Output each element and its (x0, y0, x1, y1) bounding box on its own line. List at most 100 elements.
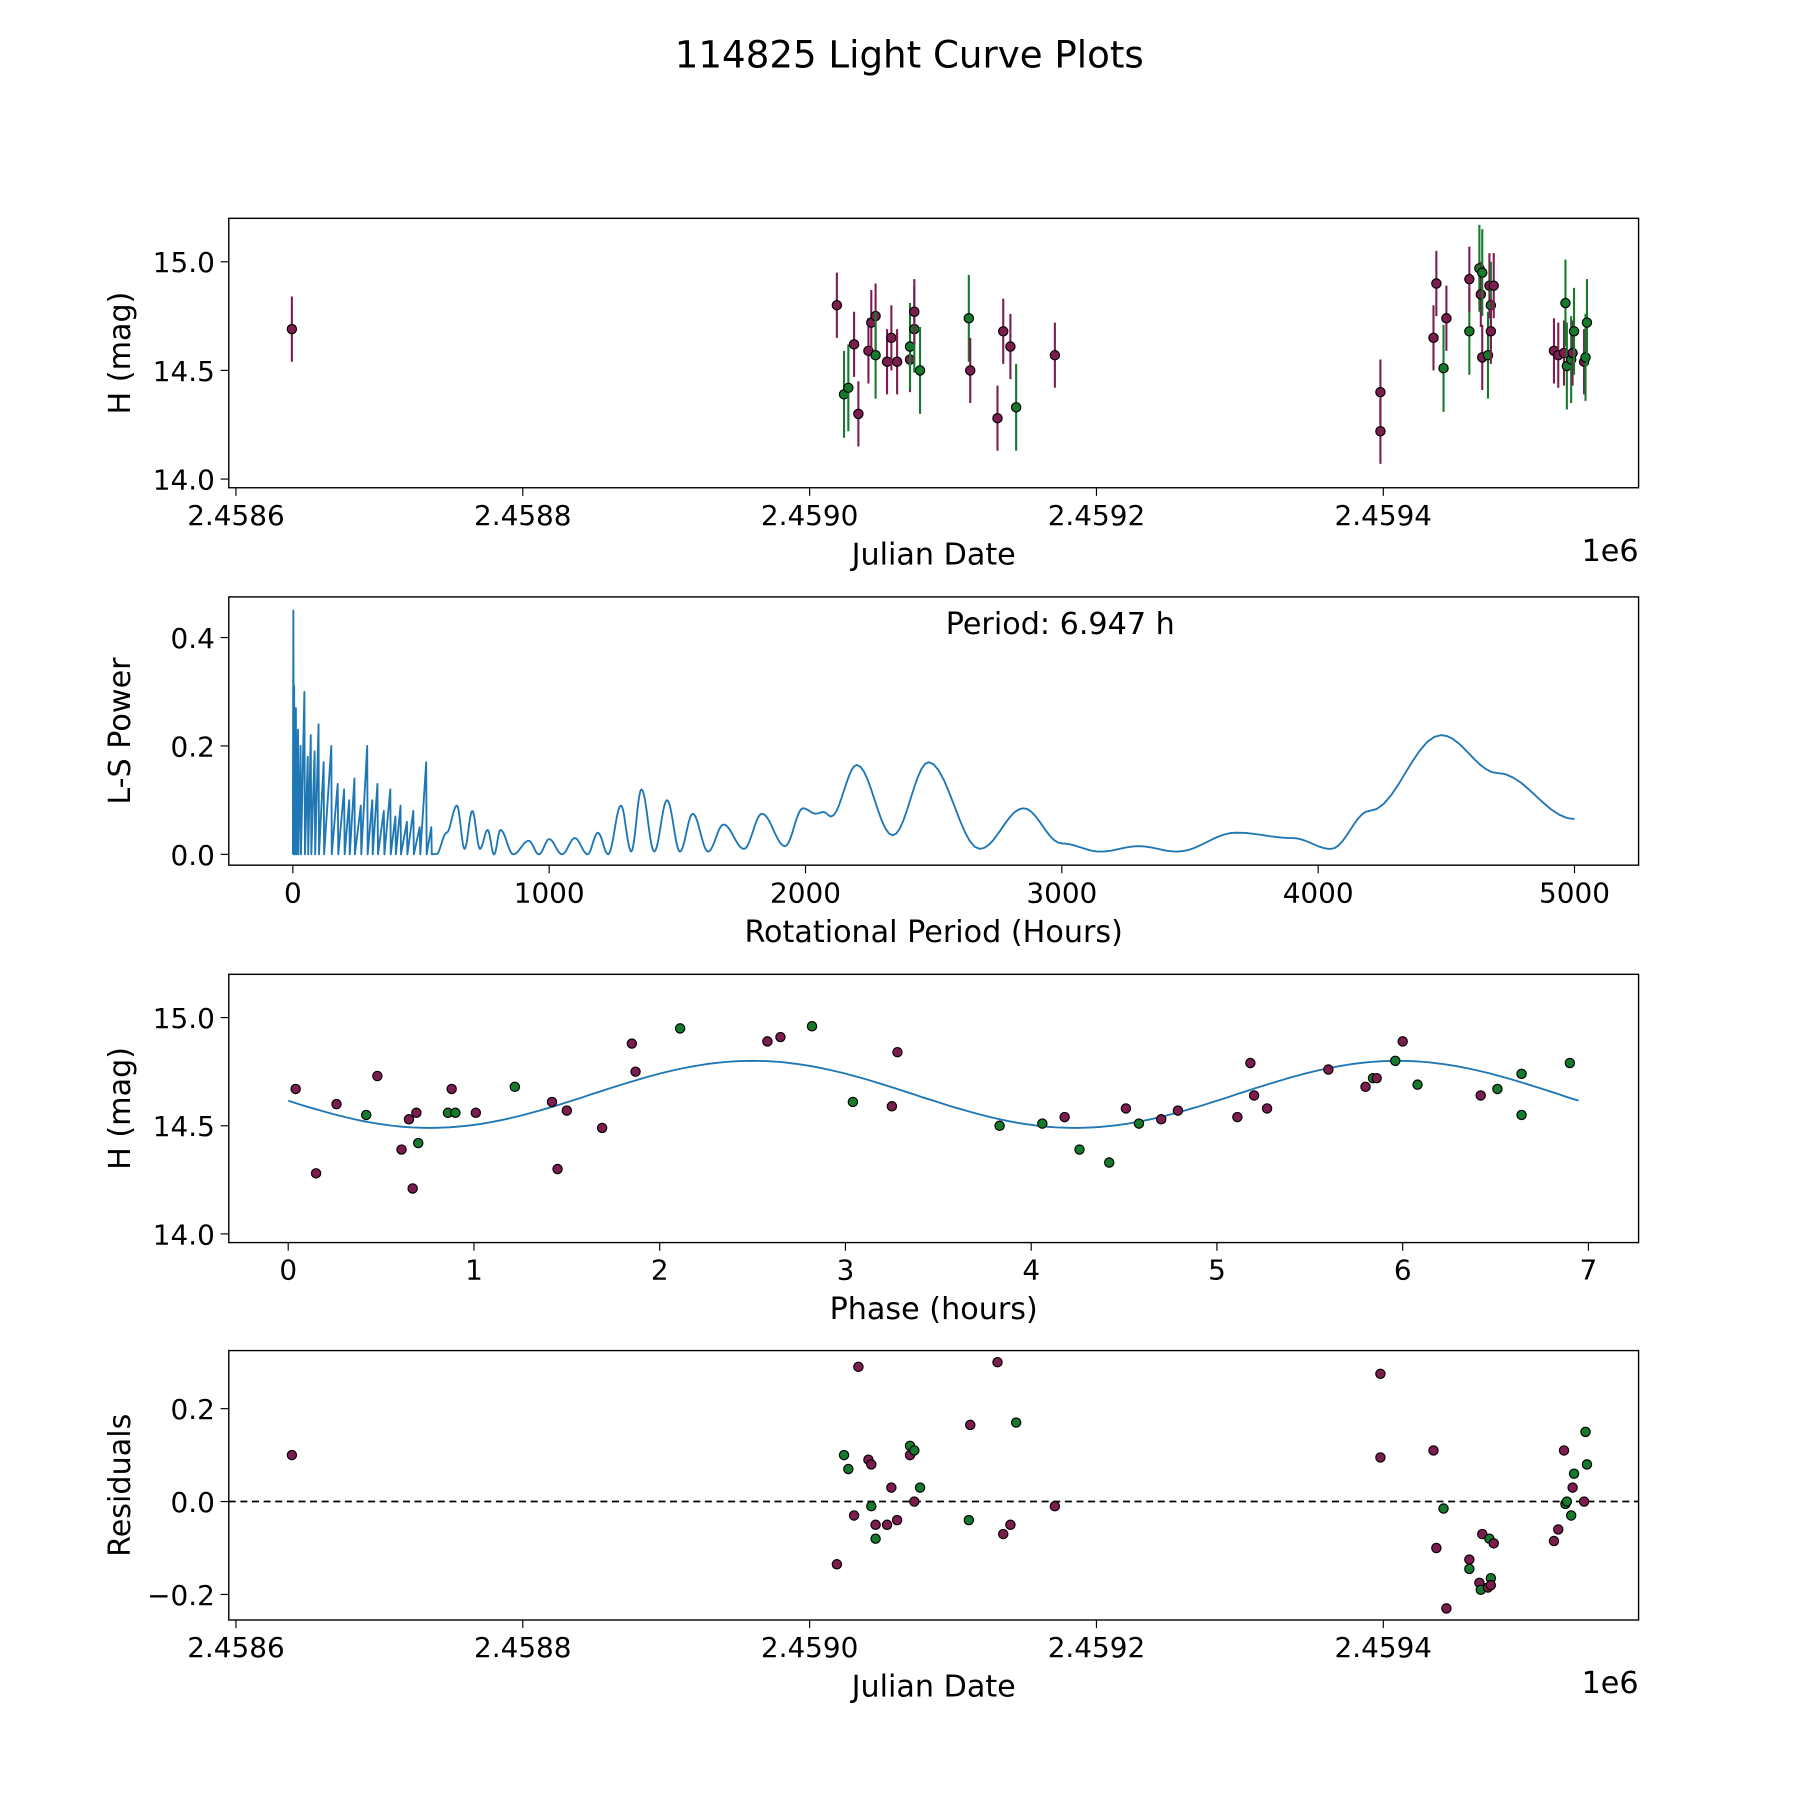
data-point (998, 1528, 1009, 1540)
x-tick-label: 2.4590 (761, 499, 858, 532)
y-axis-label: L-S Power (103, 657, 138, 805)
data-point (413, 1137, 424, 1149)
data-point (886, 1101, 898, 1112)
data-point (561, 1105, 573, 1116)
data-point (1488, 1538, 1499, 1549)
data-point (1037, 1118, 1048, 1129)
data-point (1441, 1603, 1452, 1614)
x-axis-label: Julian Date (850, 1670, 1016, 1705)
panel-residuals: 2.4586 2.4588 2.4590 2.4592 2.4594 −0.2 0.0 0.2… (103, 1349, 1640, 1705)
data-point (892, 1046, 903, 1058)
data-point (1581, 317, 1593, 328)
data-point (848, 1510, 860, 1521)
data-point (509, 1081, 521, 1093)
data-point (1477, 267, 1488, 278)
data-point (446, 1083, 457, 1095)
data-point (881, 356, 893, 367)
data-point (1155, 1114, 1167, 1125)
data-point (396, 1144, 407, 1155)
data-point (762, 1036, 773, 1047)
periodogram-line (291, 609, 1575, 856)
data-point (1475, 289, 1487, 300)
y-axis-label: H (mag) (103, 1047, 138, 1170)
data-point (843, 382, 854, 394)
data-point (847, 1096, 859, 1108)
data-point (853, 408, 864, 420)
data-point (596, 1122, 608, 1134)
data-point (450, 1107, 461, 1119)
x-tick-label: 3000 (1026, 876, 1097, 909)
data-point (992, 412, 1003, 424)
axes-frame (228, 596, 1640, 866)
data-point (838, 1449, 850, 1461)
data-point (674, 1023, 686, 1034)
data-point (1567, 1482, 1578, 1493)
data-point (1561, 1496, 1573, 1507)
panel-phased: 0 1 2 3 4 5 6 7 14.0 14.5 15.0 Phase (hours) H (mag) (103, 973, 1640, 1327)
data-point (1581, 1459, 1593, 1470)
y-tick-label: 15.0 (153, 246, 215, 279)
data-point (1441, 313, 1452, 324)
data-point (1558, 1445, 1570, 1456)
data-point (1580, 1426, 1591, 1438)
data-point (1120, 1103, 1132, 1114)
x-tick-label: 2.4594 (1335, 499, 1432, 532)
data-point (1485, 1579, 1497, 1591)
data-point (965, 365, 976, 376)
x-tick-label: 6 (1394, 1254, 1412, 1287)
data-point (866, 1459, 877, 1470)
data-point (914, 365, 926, 376)
data-point (1375, 426, 1386, 437)
data-point (1488, 280, 1499, 291)
data-point (1375, 1452, 1386, 1463)
data-point (1428, 1445, 1439, 1456)
data-point (891, 1514, 903, 1526)
data-point (1323, 1064, 1334, 1075)
y-tick-label: 0.0 (171, 839, 215, 872)
y-tick-label: 0.2 (171, 730, 215, 763)
data-point (914, 1482, 926, 1493)
data-point (546, 1096, 558, 1108)
data-point (1397, 1036, 1408, 1047)
data-point (1232, 1111, 1243, 1123)
x-offset-label: 1e6 (1582, 1666, 1639, 1701)
data-point (909, 1496, 920, 1507)
data-point (1567, 347, 1578, 359)
data-point (1580, 352, 1591, 363)
data-point (775, 1031, 786, 1043)
data-point (1248, 1090, 1260, 1101)
data-point (1438, 1503, 1449, 1514)
x-tick-label: 0 (284, 876, 302, 909)
data-point (1049, 349, 1061, 361)
data-point (1431, 1542, 1442, 1554)
data-point (1568, 1468, 1580, 1479)
axes-frame (228, 973, 1640, 1244)
axes-frame (228, 1349, 1640, 1621)
y-tick-label: 14.0 (153, 1218, 215, 1251)
data-point (403, 1114, 415, 1125)
y-tick-label: 15.0 (153, 1002, 215, 1035)
data-point (1464, 273, 1475, 285)
data-point (290, 1083, 301, 1095)
x-axis-label: Julian Date (850, 537, 1016, 572)
x-tick-label: 7 (1580, 1254, 1598, 1287)
data-point (886, 332, 897, 344)
data-point (331, 1098, 342, 1110)
period-annotation: Period: 6.947 h (946, 607, 1175, 642)
data-point (1565, 1510, 1577, 1521)
x-tick-label: 5000 (1539, 876, 1610, 909)
x-tick-label: 2.4590 (761, 1631, 858, 1664)
panel-periodogram: 0 1000 2000 3000 4000 5000 0.0 0.2 0.4 Rotational… (103, 596, 1640, 950)
data-point (909, 306, 920, 317)
panel-light-curve: 2.4586 2.4588 2.4590 2.4592 2.4594 14.0 14.5 15… (103, 217, 1640, 572)
data-point (1059, 1111, 1070, 1123)
figure-title: 114825 Light Curve Plots (675, 33, 1144, 76)
x-tick-label: 2.4592 (1048, 499, 1145, 532)
data-point (1438, 363, 1449, 374)
data-point (853, 1361, 864, 1373)
data-point (1133, 1118, 1145, 1129)
data-point (1375, 1368, 1386, 1380)
data-point (372, 1070, 383, 1082)
data-point (1485, 326, 1497, 337)
